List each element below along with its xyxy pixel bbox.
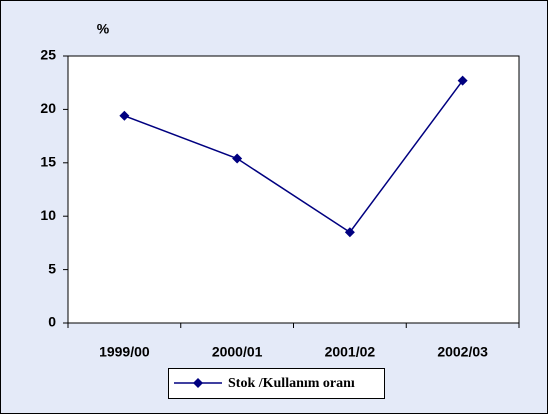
legend-marker <box>193 378 203 388</box>
x-tick-label: 2002/03 <box>437 344 488 360</box>
y-tick-label: 25 <box>40 47 56 63</box>
x-tick-label: 2001/02 <box>325 344 376 360</box>
y-tick-label: 10 <box>40 207 56 223</box>
y-tick-label: 15 <box>40 154 56 170</box>
y-axis-label: % <box>97 21 110 37</box>
x-tick-label: 1999/00 <box>99 344 150 360</box>
y-tick-label: 20 <box>40 100 56 116</box>
point <box>344 227 355 238</box>
point <box>119 110 130 121</box>
plot-area <box>67 55 520 324</box>
y-tick-label: 5 <box>48 260 56 276</box>
legend-label: Stok /Kullanım oranı <box>228 376 355 391</box>
x-tick-label: 2000/01 <box>212 344 263 360</box>
point <box>232 153 243 164</box>
y-tick-label: 0 <box>48 314 56 330</box>
point <box>457 75 468 86</box>
series-line <box>124 80 464 234</box>
